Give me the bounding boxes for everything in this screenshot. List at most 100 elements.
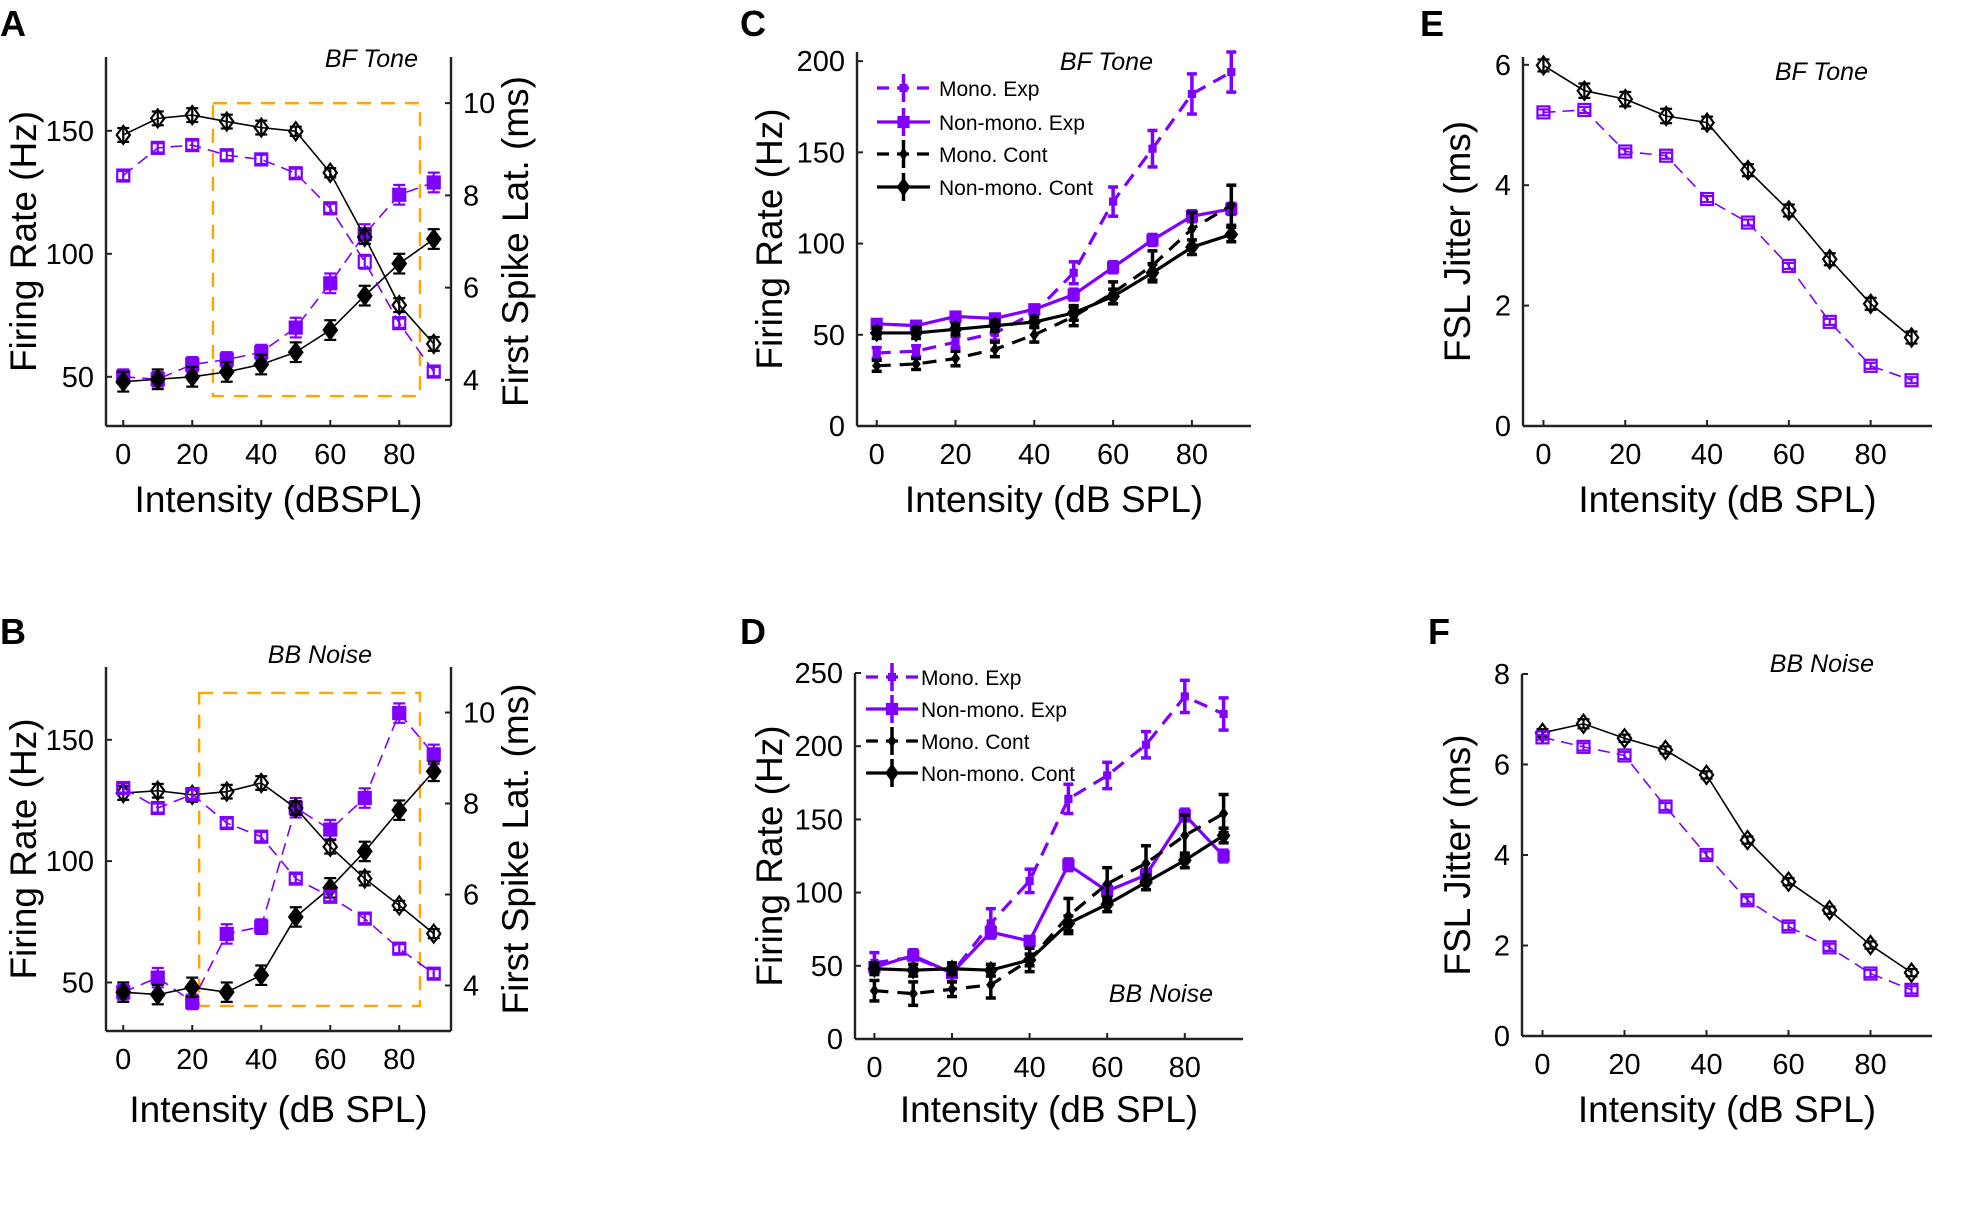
series-line: [876, 232, 1232, 335]
data-point-square: [219, 926, 234, 942]
data-point-diamond: [1022, 950, 1037, 970]
data-point-square: [323, 201, 338, 216]
legend-label: Mono. Cont: [939, 144, 1048, 167]
data-point-square: [1069, 268, 1078, 277]
x-tick-label: 80: [1854, 1049, 1886, 1081]
data-point-square: [323, 822, 338, 837]
y-tick-label: 4: [1495, 170, 1511, 202]
data-point-square: [1658, 799, 1673, 814]
data-point-diamond: [1903, 961, 1920, 984]
x-tick-label: 40: [245, 1044, 277, 1076]
data-point-diamond: [1106, 287, 1120, 306]
data-point-square: [1781, 258, 1796, 273]
x-tick-label: 80: [1169, 1052, 1201, 1084]
series-line: [123, 770, 435, 996]
data-point-square: [1822, 314, 1837, 329]
data-point-square: [907, 949, 920, 962]
data-point-square: [254, 152, 269, 167]
y2-tick-label: 8: [463, 180, 479, 212]
y-axis-label: FSL Jitter (ms): [1437, 121, 1478, 362]
series-line: [123, 782, 435, 935]
data-point-square: [116, 780, 131, 796]
data-point-diamond: [1100, 894, 1115, 914]
data-point-diamond: [1862, 934, 1879, 956]
data-point-diamond: [253, 772, 270, 794]
series-line: [123, 181, 435, 381]
panel-title: BF Tone: [325, 45, 418, 73]
data-point-diamond: [906, 960, 921, 980]
data-point-diamond: [253, 964, 270, 987]
data-point-diamond: [869, 984, 880, 998]
x-tick-label: 20: [176, 1044, 208, 1076]
data-point-diamond: [253, 353, 270, 376]
x-tick-label: 60: [1091, 1052, 1123, 1084]
data-point-square: [1180, 692, 1189, 701]
data-point-square: [150, 970, 165, 985]
data-point-square: [116, 168, 131, 183]
data-point-square: [254, 829, 269, 844]
data-point-square: [357, 911, 372, 926]
panel-title: BF Tone: [1775, 58, 1868, 86]
y-tick-label: 0: [1495, 411, 1511, 443]
panel-letter: A: [0, 3, 26, 44]
data-point-square: [254, 919, 269, 934]
series-line: [874, 694, 1225, 976]
series-line: [122, 711, 435, 1004]
data-point-diamond: [896, 177, 911, 197]
data-point-diamond: [218, 780, 235, 803]
data-point-square: [357, 790, 372, 806]
series-3: [869, 225, 1239, 343]
series-line: [1543, 109, 1912, 382]
y-axis-label: Firing Rate (Hz): [749, 725, 790, 986]
data-point-diamond: [911, 357, 921, 371]
series-line: [1542, 722, 1912, 974]
y-tick-label: 200: [795, 731, 843, 763]
legend-label: Non-mono. Cont: [939, 177, 1093, 200]
data-point-square: [392, 706, 407, 721]
data-point-diamond: [988, 316, 1002, 336]
highlight-box: [211, 101, 422, 398]
data-point-diamond: [1657, 739, 1674, 761]
data-point-diamond: [1617, 88, 1634, 110]
y2-tick-label: 4: [463, 365, 479, 397]
data-point-diamond: [948, 319, 963, 339]
panel-letter: D: [740, 611, 766, 652]
series-2: [871, 183, 1237, 374]
x-tick-label: 0: [866, 1052, 882, 1084]
legend-label: Non-mono. Cont: [921, 763, 1075, 786]
data-point-square: [185, 787, 200, 802]
data-point-square: [1740, 893, 1755, 908]
y-tick-label: 100: [46, 846, 94, 878]
data-point-square: [1146, 233, 1159, 247]
panel-title: BB Noise: [1109, 980, 1213, 1008]
y-tick-label: 150: [797, 137, 845, 169]
data-point-diamond: [356, 284, 373, 307]
panel-a: A BF Tone 0 20 40 60 80 50 100 150 4 6 8 10 Intensity …: [0, 3, 536, 520]
data-point-diamond: [1226, 198, 1236, 212]
data-point-diamond: [898, 147, 909, 161]
data-point-diamond: [287, 797, 304, 819]
x-tick-label: 60: [1772, 1049, 1804, 1081]
y-tick-label: 100: [795, 878, 843, 910]
data-point-square: [288, 166, 303, 181]
y-tick-label: 8: [1494, 659, 1510, 691]
x-tick-label: 0: [1534, 1049, 1550, 1081]
data-point-diamond: [1699, 111, 1716, 134]
data-point-diamond: [1780, 870, 1797, 893]
series-line: [876, 70, 1233, 355]
series-1: [868, 807, 1230, 980]
data-point-square: [1062, 858, 1075, 871]
data-point-diamond: [867, 959, 882, 979]
data-point-square: [150, 140, 165, 155]
data-point-square: [1067, 288, 1080, 301]
series-3: [116, 780, 441, 981]
series-0: [871, 50, 1237, 361]
x-tick-label: 20: [1609, 439, 1641, 471]
series-2: [115, 772, 442, 945]
legend-label: Mono. Exp: [921, 667, 1021, 690]
data-point-diamond: [184, 365, 201, 388]
data-point-diamond: [1616, 727, 1633, 750]
data-point-square: [984, 926, 997, 939]
data-point-diamond: [1534, 721, 1551, 744]
